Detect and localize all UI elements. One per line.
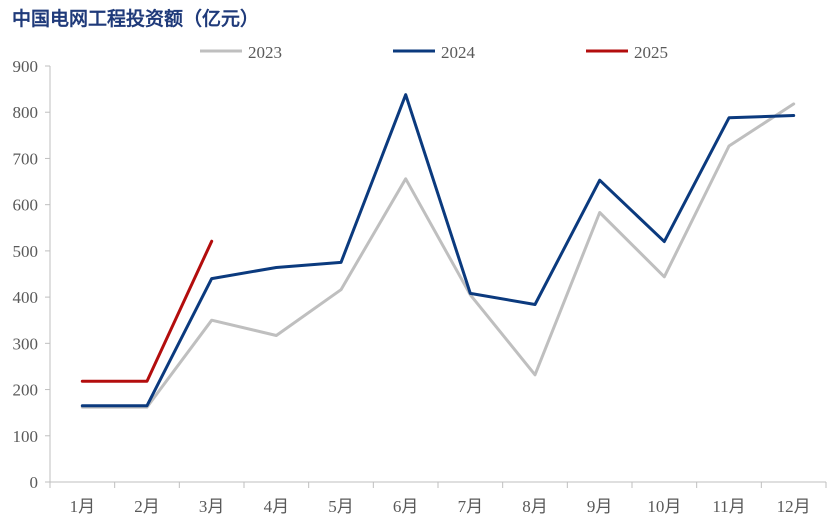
y-tick-label: 600 — [13, 196, 39, 215]
x-tick-label: 11月 — [712, 497, 745, 516]
series-line-2024 — [80, 93, 796, 408]
y-tick-label: 700 — [13, 149, 39, 168]
y-tick-label: 400 — [13, 288, 39, 307]
legend-label: 2023 — [248, 43, 282, 62]
legend-item-2025: 2025 — [586, 43, 668, 62]
x-tick-label: 2月 — [134, 497, 160, 516]
y-tick-label: 800 — [13, 103, 39, 122]
series-lines — [80, 93, 796, 409]
x-axis-ticks: 1月 2月 3月 4月 5月 6月 7月 8月 9月 10月 11月 12月 — [49, 482, 827, 516]
series-line-2023 — [80, 102, 796, 409]
y-axis-ticks: 0 100 200 300 400 500 600 700 800 900 — [13, 57, 50, 492]
x-tick-label: 4月 — [264, 497, 290, 516]
y-tick-label: 300 — [13, 334, 39, 353]
x-tick-label: 5月 — [328, 497, 354, 516]
chart-title: 中国电网工程投资额（亿元） — [12, 8, 260, 30]
legend-label: 2025 — [634, 43, 668, 62]
x-tick-label: 3月 — [199, 497, 225, 516]
x-tick-label: 1月 — [70, 497, 96, 516]
x-tick-label: 8月 — [522, 497, 548, 516]
y-tick-label: 900 — [13, 57, 39, 76]
legend-label: 2024 — [441, 43, 476, 62]
axes — [49, 66, 826, 483]
y-tick-label: 200 — [13, 381, 39, 400]
x-tick-label: 10月 — [647, 497, 681, 516]
y-tick-label: 0 — [30, 473, 39, 492]
x-tick-label: 7月 — [458, 497, 484, 516]
x-tick-label: 6月 — [393, 497, 419, 516]
x-tick-label: 9月 — [587, 497, 613, 516]
y-tick-label: 100 — [13, 427, 39, 446]
legend-item-2023: 2023 — [200, 43, 282, 62]
x-tick-label: 12月 — [777, 497, 811, 516]
legend-item-2024: 2024 — [393, 43, 476, 62]
y-tick-label: 500 — [13, 242, 39, 261]
legend: 2023 2024 2025 — [200, 43, 668, 62]
series-line-2025 — [80, 239, 214, 383]
